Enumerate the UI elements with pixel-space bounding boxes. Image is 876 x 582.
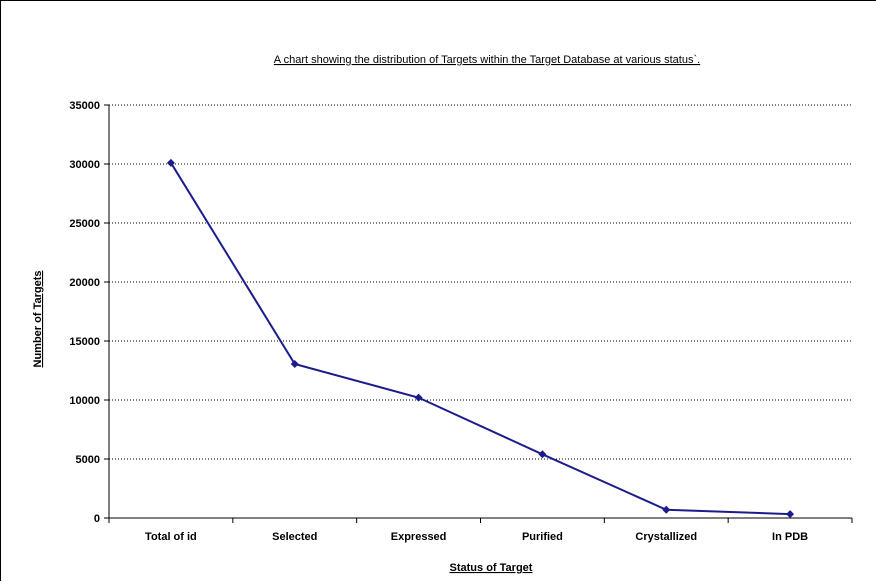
gridlines [109,105,852,459]
x-tick-label: Expressed [391,531,447,543]
y-tick-label: 0 [94,513,100,525]
y-tick-label: 10000 [69,395,100,407]
data-point [538,450,546,458]
x-axis-title: Status of Target [450,562,533,574]
series [167,159,794,518]
y-tick-label: 35000 [69,100,100,112]
data-point [786,510,794,518]
x-tick-label: Purified [522,531,563,543]
y-tick-label: 5000 [76,454,100,466]
y-tick-label: 25000 [69,218,100,230]
y-axis-title: Number of Targets [32,271,44,368]
y-tick-label: 20000 [69,277,100,289]
y-tick-label: 30000 [69,159,100,171]
series-line [171,163,790,514]
x-tick-labels: Total of id Selected Expressed Purified Crys… [145,531,808,543]
axes [104,105,852,523]
x-tick-label: Selected [272,531,317,543]
y-tick-labels: 0 5000 10000 15000 20000 25000 30000 35000 [69,100,100,525]
y-tick-label: 15000 [69,336,100,348]
x-tick-label: Crystallized [635,531,697,543]
chart-title: A chart showing the distribution of Targ… [274,54,700,66]
x-tick-label: In PDB [772,531,808,543]
x-tick-label: Total of id [145,531,197,543]
data-point [662,506,670,514]
